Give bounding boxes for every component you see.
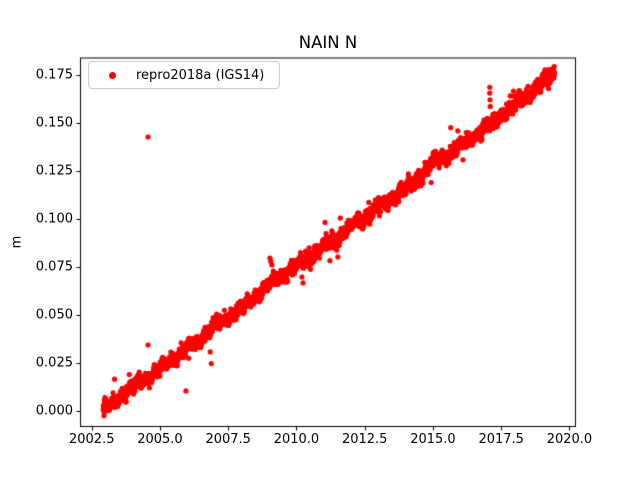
y-tick-label: 0.025 [35,355,73,371]
legend-label: repro2018a (IGS14) [136,67,265,83]
x-tick-label: 2020.0 [546,432,593,447]
x-tick-label: 2005.0 [137,432,183,447]
y-axis-label: m [9,235,25,249]
chart-title: NAIN N [298,33,358,52]
y-tick-label: 0.150 [35,115,73,131]
x-tick-label: 2012.5 [341,432,388,447]
x-tick-label: 2010.0 [273,432,320,447]
legend: repro2018a (IGS14) [88,61,280,89]
y-tick-label: 0.175 [35,67,73,83]
y-tick-label: 0.075 [35,259,73,275]
y-tick-label: 0.000 [35,403,73,419]
y-tick-label: 0.100 [35,211,73,227]
legend-marker-dot-icon [109,71,116,79]
x-tick-label: 2007.5 [205,432,251,447]
y-tick-label: 0.125 [35,163,73,179]
x-tick-label: 2002.5 [68,432,115,447]
y-tick-label: 0.050 [35,307,73,323]
x-tick-label: 2015.0 [410,432,456,447]
x-tick-label: 2017.5 [478,432,524,447]
